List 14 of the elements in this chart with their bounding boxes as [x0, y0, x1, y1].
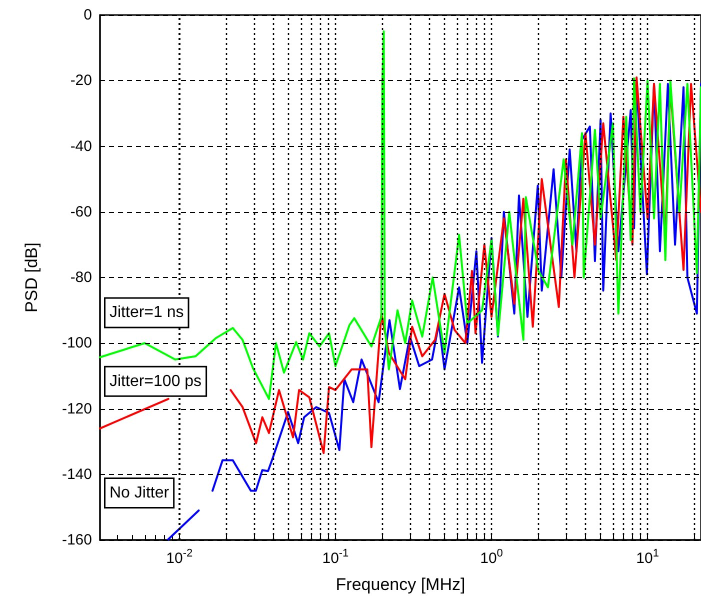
y-tick-label: -60: [70, 203, 92, 220]
y-axis-title: PSD [dB]: [22, 242, 41, 312]
y-tick-label: -100: [62, 334, 92, 352]
y-tick-label: 0: [84, 6, 92, 24]
series-label: Jitter=1 ns: [110, 304, 184, 322]
x-axis-title: Frequency [MHz]: [336, 575, 466, 594]
y-tick-label: -120: [62, 400, 92, 418]
y-tick-label: -20: [70, 72, 92, 90]
y-tick-label: -140: [62, 466, 92, 483]
series-label: Jitter=100 ps: [110, 372, 202, 390]
y-tick-label: -160: [62, 532, 92, 548]
y-tick-label: -40: [70, 138, 92, 155]
y-tick-label: -80: [70, 269, 92, 286]
series-label: No Jitter: [110, 484, 170, 502]
